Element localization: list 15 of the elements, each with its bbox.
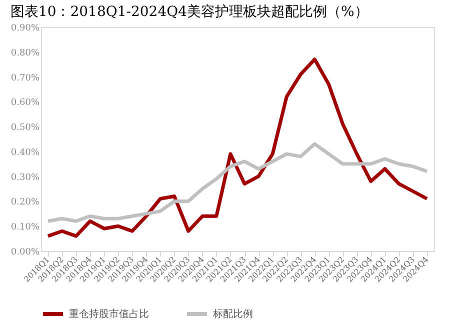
legend-label: 标配比例: [212, 308, 253, 320]
y-tick-label: 0.70%: [10, 73, 40, 84]
y-tick-label: 0.00%: [10, 248, 40, 258]
line-series: [46, 58, 429, 238]
y-tick-label: 0.30%: [10, 172, 40, 183]
y-tick-label: 0.80%: [10, 48, 40, 58]
y-tick-label: 0.40%: [10, 148, 40, 158]
legend-label: 重仓持股市值占比: [69, 308, 149, 320]
y-tick-label: 0.90%: [10, 24, 40, 34]
y-tick-label: 0.50%: [10, 123, 40, 134]
line-series: [46, 142, 429, 223]
chart-title: 图表10：2018Q1-2024Q4美容护理板块超配比例（%）: [10, 4, 368, 20]
y-tick-label: 0.10%: [10, 222, 40, 233]
y-tick-label: 0.60%: [10, 98, 40, 108]
y-tick-label: 0.20%: [10, 198, 40, 208]
